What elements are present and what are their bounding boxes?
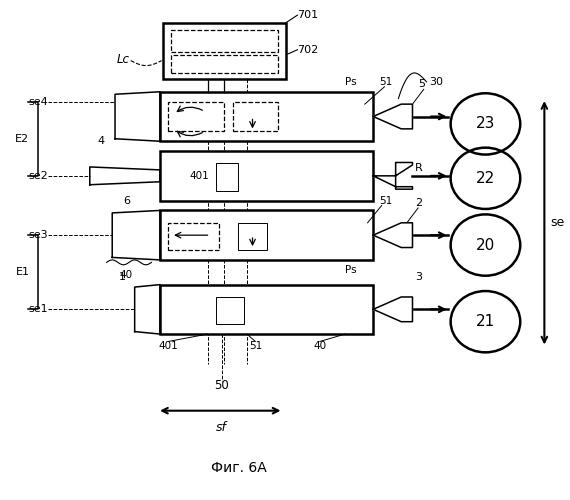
Polygon shape [373,162,413,189]
Polygon shape [373,223,413,248]
Bar [238,223,267,250]
Bar [168,223,219,250]
Polygon shape [373,297,413,322]
Text: E1: E1 [15,267,30,277]
Text: 40: 40 [314,342,327,351]
Text: 23: 23 [476,116,495,132]
Polygon shape [115,92,160,141]
Text: R: R [416,164,423,173]
Bar [171,54,278,74]
Text: Lc: Lc [117,53,130,66]
Bar [168,102,225,132]
Text: 30: 30 [429,77,443,87]
Text: se2: se2 [28,171,48,181]
Bar [162,22,286,80]
Polygon shape [135,284,160,334]
Bar [160,284,373,334]
Text: 701: 701 [298,10,319,20]
Bar [160,210,373,260]
Text: Ps: Ps [345,265,357,275]
Polygon shape [89,167,160,184]
Text: 401: 401 [158,342,178,351]
Bar [216,164,238,190]
Text: Ps: Ps [345,77,357,87]
Text: 2: 2 [416,198,422,208]
Text: 20: 20 [476,238,495,252]
Text: 50: 50 [214,380,229,392]
Text: 51: 51 [379,196,392,205]
Text: 51: 51 [249,342,262,351]
Polygon shape [373,104,413,129]
Bar [160,151,373,200]
Text: 3: 3 [416,272,422,282]
Bar [216,297,244,324]
Text: Фиг. 6А: Фиг. 6А [211,460,266,474]
Text: se1: se1 [28,304,48,314]
Text: 5: 5 [418,80,425,90]
Text: 40: 40 [120,270,133,280]
Text: se4: se4 [28,96,48,106]
Text: 4: 4 [97,136,104,146]
Text: 21: 21 [476,314,495,329]
Text: 401: 401 [189,171,209,181]
Text: 702: 702 [298,45,319,54]
Polygon shape [112,210,160,260]
Bar [233,102,278,132]
Bar [171,30,278,52]
Text: se3: se3 [28,230,48,240]
Text: se: se [550,216,564,230]
Bar [160,92,373,141]
Text: 51: 51 [379,77,392,87]
Text: 22: 22 [476,171,495,186]
Text: sf: sf [216,420,227,434]
Text: 1: 1 [119,272,126,282]
Text: E2: E2 [15,134,30,143]
Text: 6: 6 [123,196,130,205]
